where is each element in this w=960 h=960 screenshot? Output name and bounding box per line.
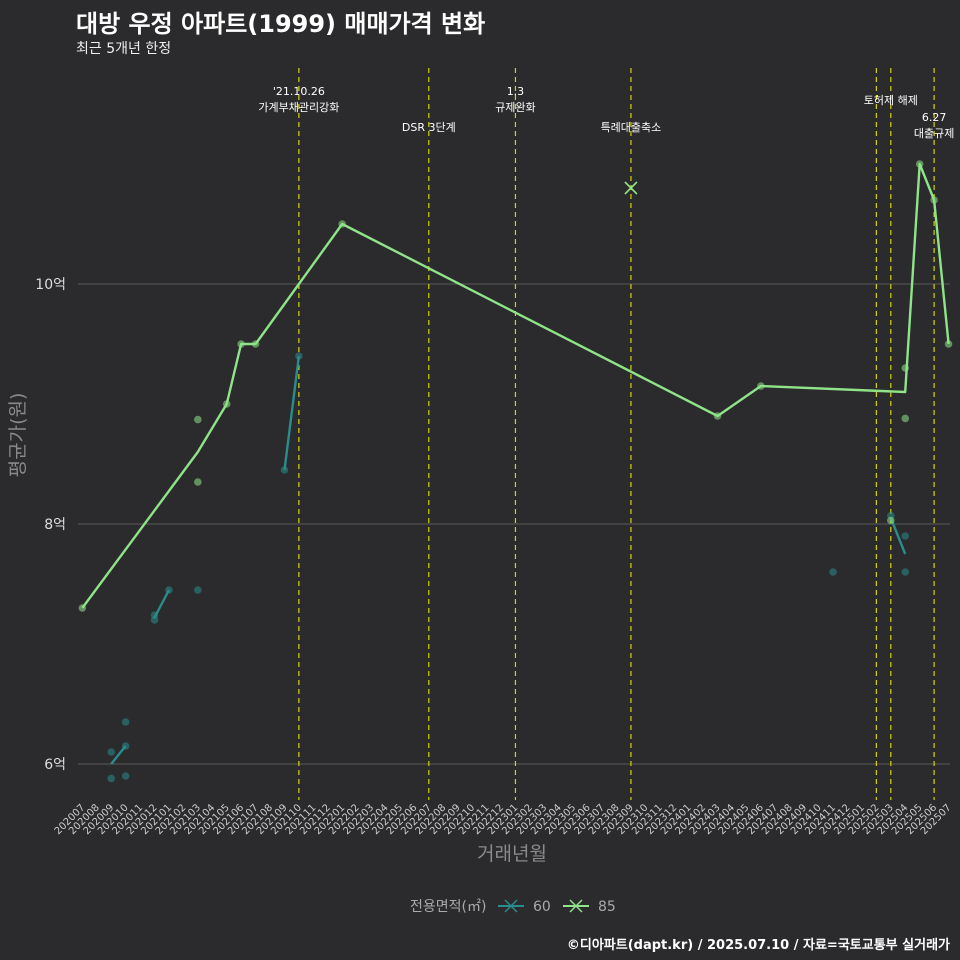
series-60-point <box>901 532 910 540</box>
series-85-point <box>915 160 924 168</box>
legend-title: 전용면적(㎡) <box>410 899 486 915</box>
y-axis-title: 평균가(원) <box>7 393 29 478</box>
series-85-cross-marker <box>624 181 638 195</box>
series-85-point <box>901 414 910 423</box>
event-label: 토허제 해제 <box>864 93 918 107</box>
series-60-point <box>121 742 130 750</box>
series-60-point <box>829 568 837 576</box>
event-label: 가계부채관리강화 <box>258 101 339 114</box>
y-tick-label: 6억 <box>44 757 66 773</box>
x-axis-title: 거래년월 <box>477 843 547 865</box>
series-60-line <box>283 355 301 471</box>
series-60-point <box>295 352 303 360</box>
event-label: '21.10.26 <box>273 85 325 98</box>
chart-subtitle: 최근 5개년 한정 <box>76 41 172 57</box>
chart-title: 대방 우정 아파트(1999) 매매가격 변화 <box>76 10 486 38</box>
series-85-point <box>901 364 910 372</box>
event-label: 특례대출축소 <box>601 121 662 134</box>
series-60-point <box>901 568 910 576</box>
series-layer <box>78 160 953 783</box>
event-label: 6.27 <box>922 111 947 124</box>
event-label: DSR 3단계 <box>402 121 456 134</box>
series-85-point <box>222 400 231 408</box>
series-60-point <box>121 718 130 726</box>
source-caption: ©디아파트(dapt.kr) / 2025.07.10 / 자료=국토교통부 실… <box>566 938 950 953</box>
series-85-point <box>944 340 953 348</box>
series-60-point <box>165 586 173 594</box>
legend-key-cross-icon <box>569 899 583 913</box>
series-60-line <box>889 517 907 555</box>
series-85-point <box>194 478 202 486</box>
event-label: 1.3 <box>507 85 525 98</box>
legend-label: 85 <box>598 899 616 915</box>
y-tick-label: 8억 <box>44 517 66 533</box>
series-60-point <box>280 466 289 474</box>
series-85-point <box>338 220 346 228</box>
series-85-point <box>194 415 202 424</box>
series-85-point <box>78 604 87 612</box>
series-85-point <box>887 516 895 525</box>
legend: 전용면적(㎡) 60 85 <box>410 899 616 915</box>
series-60-point <box>107 774 116 783</box>
series-60-point <box>107 748 116 756</box>
event-label: 규제완화 <box>495 101 535 114</box>
axis-layer: 거래년월 평균가(원) 6억8억10억202007202008202009202… <box>7 277 954 865</box>
y-tick-label: 10억 <box>35 277 66 293</box>
series-60-point <box>121 772 130 780</box>
series-85-line <box>81 162 950 609</box>
legend-label: 60 <box>533 899 551 915</box>
legend-key-cross-icon <box>504 899 518 913</box>
series-85-point <box>757 382 765 390</box>
grid-layer <box>78 283 950 765</box>
series-85-point <box>930 196 938 204</box>
series-85-point <box>713 412 722 420</box>
series-85-point <box>251 340 260 348</box>
series-85-point <box>237 340 245 348</box>
series-60-point <box>150 616 159 624</box>
event-label: 대출규제 <box>914 127 954 140</box>
series-60-point <box>194 586 202 594</box>
series-60-line <box>110 745 127 765</box>
